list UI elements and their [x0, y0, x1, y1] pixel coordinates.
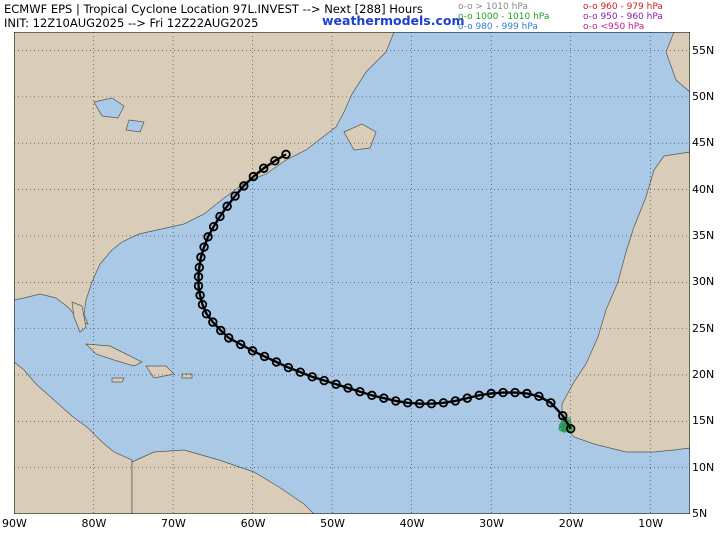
lat-label: 30N: [692, 275, 715, 289]
lon-label: 70W: [161, 517, 186, 530]
africa: [561, 151, 690, 453]
landmass: [14, 32, 690, 514]
mean-track-point: [402, 398, 413, 408]
mean-track-line: [197, 153, 572, 430]
mean-track-point: [510, 387, 520, 398]
mean-track-point: [199, 242, 209, 252]
newfoundland: [343, 123, 377, 151]
mean-track-point: [201, 309, 212, 319]
legend-item-960-979: o-o 960 - 979 hPa: [583, 2, 663, 12]
mean-track-point: [295, 367, 306, 377]
mean-track-point: [235, 339, 246, 350]
mean-track-point: [230, 191, 240, 201]
mean-track-point: [208, 221, 219, 232]
mean-track-point: [222, 201, 232, 211]
central-america: [14, 361, 133, 514]
mean-track-point: [215, 211, 225, 222]
init-time: INIT: 12Z10AUG2025 --> Fri 12Z22AUG2025: [4, 16, 259, 30]
mean-track-point: [522, 388, 532, 399]
lon-label: 80W: [81, 517, 107, 530]
mean-track-point: [534, 391, 544, 401]
lat-label: 15N: [692, 414, 715, 428]
lat-label: 45N: [692, 136, 715, 150]
lat-lon-grid: [14, 32, 690, 514]
mean-track-point: [248, 171, 259, 182]
lon-label: 50W: [320, 517, 345, 530]
lat-label: 25N: [692, 321, 715, 335]
lat-label: 50N: [692, 89, 715, 103]
track-map: [14, 32, 690, 514]
legend-item-950-960: o-o 950 - 960 hPa: [583, 12, 663, 22]
mean-track-point: [195, 290, 205, 300]
mean-track-point: [239, 181, 249, 191]
mean-track-point: [391, 396, 401, 406]
mean-track-point: [281, 149, 291, 160]
mean-track-point: [247, 346, 258, 356]
mean-track-point: [343, 383, 353, 393]
lon-label: 90W: [2, 517, 27, 530]
brand-logo: weathermodels.com: [322, 13, 465, 28]
mean-track-point: [208, 317, 218, 327]
mean-track-point: [283, 362, 294, 373]
mean-track-point: [546, 398, 556, 408]
mean-track-point: [193, 272, 204, 282]
great-lakes: [93, 97, 145, 133]
lon-label: 60W: [240, 517, 266, 530]
mean-track-point: [259, 163, 269, 173]
mean-track-point: [224, 333, 234, 343]
cuba: [85, 343, 143, 367]
mean-track-point: [271, 357, 282, 367]
mean-track-point: [307, 372, 317, 382]
lon-label: 40W: [399, 517, 425, 530]
lon-label: 30W: [479, 517, 505, 530]
florida: [71, 301, 87, 333]
mean-track-point: [270, 156, 280, 166]
mean-track-point: [558, 411, 568, 421]
lat-label: 35N: [692, 228, 715, 242]
mean-track-point: [367, 390, 377, 401]
mean-track-point: [194, 262, 205, 273]
lat-label: 5N: [692, 507, 708, 520]
mean-track-point: [450, 396, 461, 406]
legend-item-lt950: o-o <950 hPa: [583, 22, 645, 32]
mean-track-point: [355, 386, 365, 397]
mean-track-point: [426, 398, 437, 409]
mean-track-point: [319, 375, 329, 386]
lat-label: 10N: [692, 460, 715, 474]
mean-track-point: [498, 387, 508, 398]
legend-item-1000-1010: o-o 1000 - 1010 hPa: [458, 12, 550, 22]
mean-track-point: [438, 398, 449, 408]
mean-track-point: [566, 424, 576, 434]
mean-track-point: [216, 325, 226, 336]
europe: [665, 32, 690, 93]
mean-track-point: [193, 281, 204, 291]
mean-track-point: [462, 393, 473, 403]
mean-track-point: [196, 252, 206, 262]
mean-track: [193, 149, 576, 434]
legend-item-gt1010: o-o > 1010 hPa: [458, 2, 528, 12]
mean-track-point: [414, 398, 425, 409]
lat-label: 40N: [692, 182, 715, 196]
jamaica: [111, 377, 125, 383]
mean-track-point: [474, 390, 484, 401]
lon-label: 10W: [638, 517, 664, 530]
mean-track-point: [486, 388, 496, 399]
mean-track-point: [379, 393, 389, 403]
map-title: ECMWF EPS | Tropical Cyclone Location 97…: [4, 2, 423, 16]
lat-label: 20N: [692, 367, 715, 381]
puerto-rico: [181, 373, 193, 379]
lat-label: 55N: [692, 43, 715, 57]
mean-track-point: [331, 379, 341, 389]
lon-label: 20W: [558, 517, 584, 530]
mean-track-point: [203, 232, 213, 242]
legend-item-980-999: o-o 980 - 999 hPa: [458, 22, 538, 32]
south-america: [131, 449, 315, 514]
mean-track-point: [197, 299, 208, 310]
mean-track-point: [259, 351, 270, 362]
